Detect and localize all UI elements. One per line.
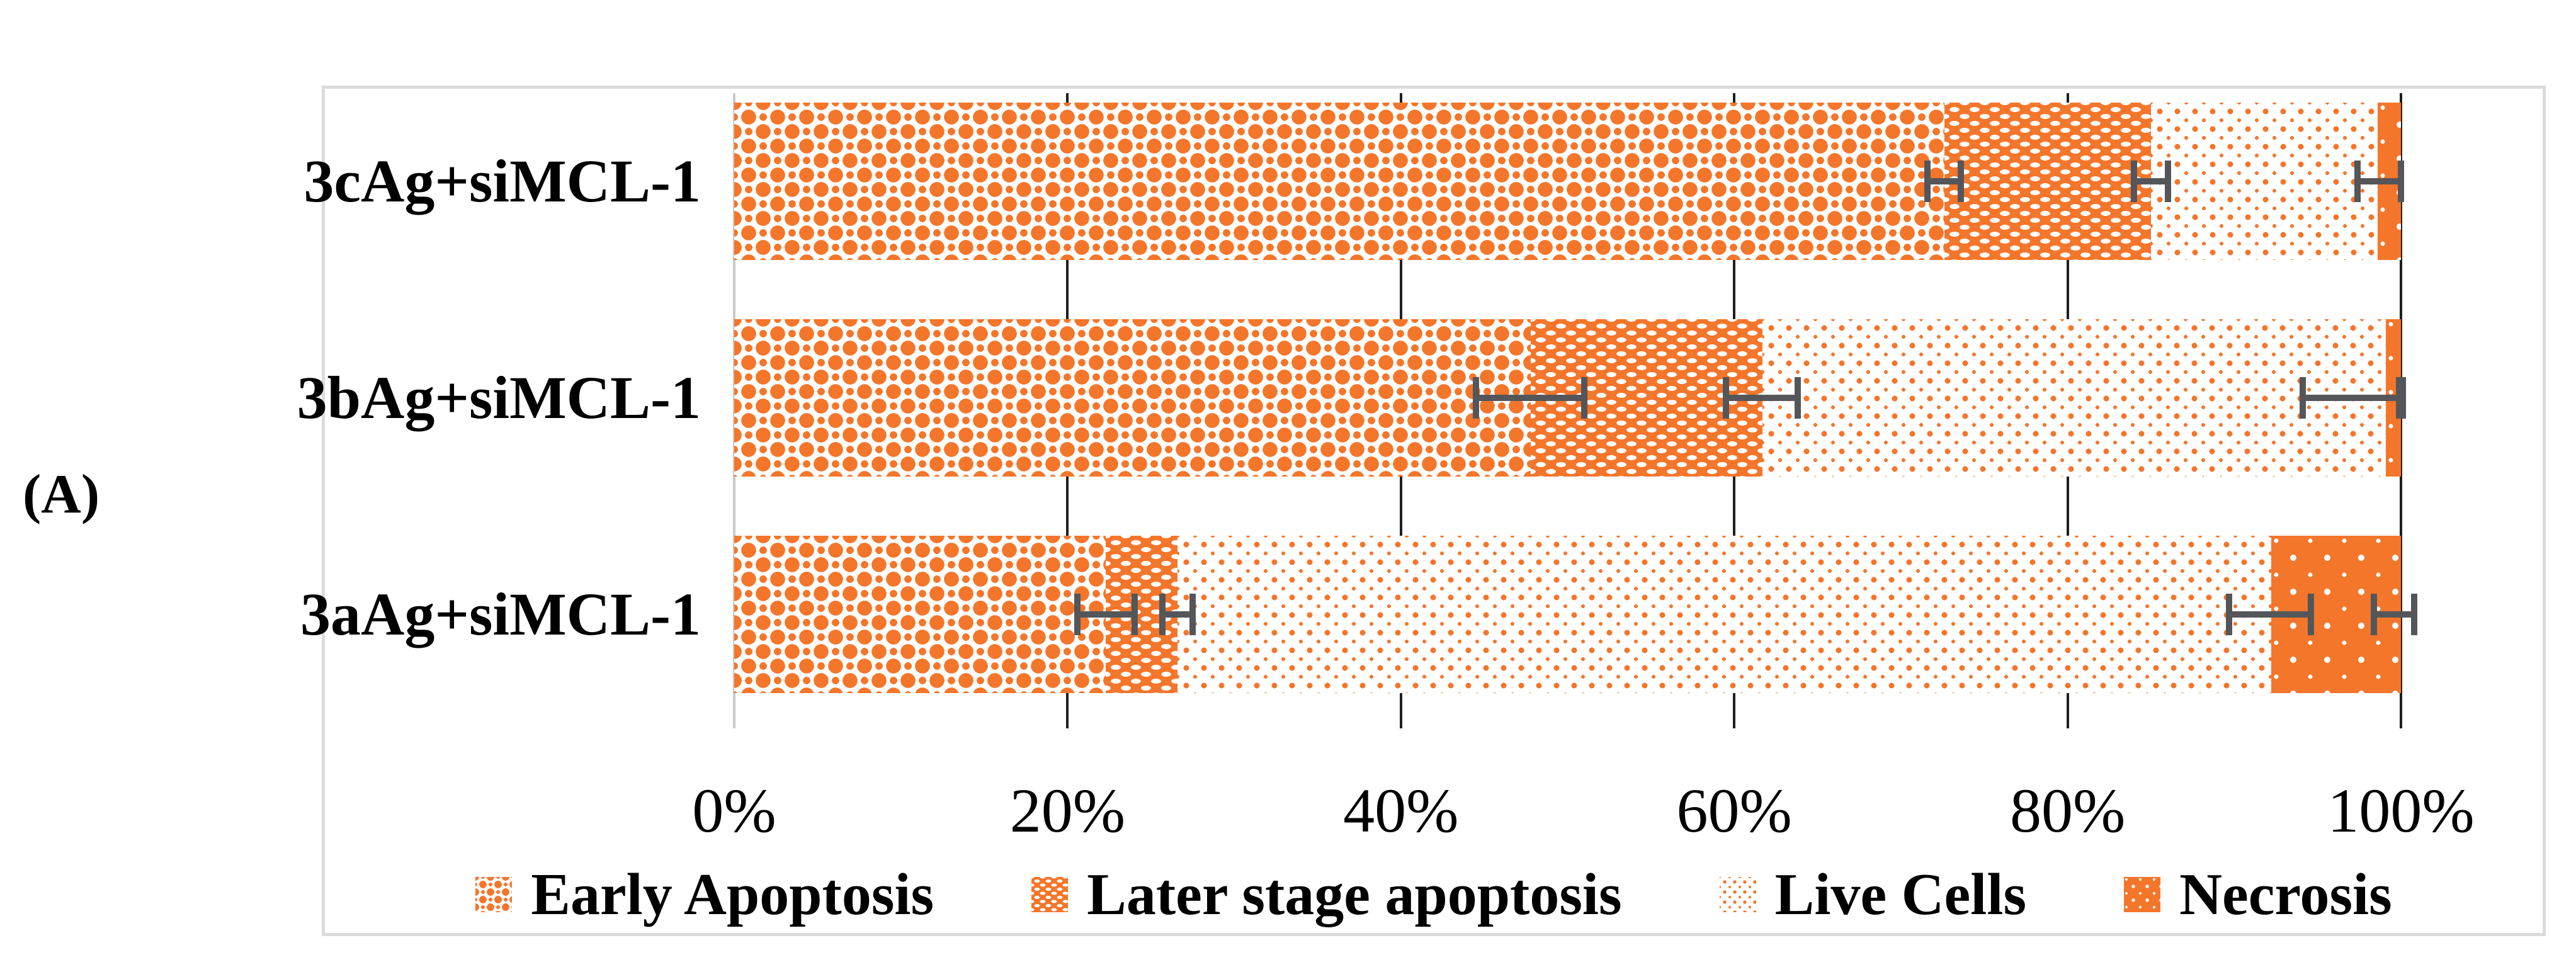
error-bar-cap bbox=[2411, 594, 2418, 635]
bar-segment-later bbox=[1944, 103, 2151, 260]
bar-segment-live bbox=[1177, 536, 2271, 693]
error-bar-cap bbox=[1958, 161, 1965, 202]
error-bar-cap bbox=[2398, 161, 2405, 202]
error-bar-cap bbox=[2226, 594, 2233, 635]
legend: Early Apoptosis Later stage apoptosis Live… bbox=[325, 863, 2543, 926]
legend-label-necrosis: Necrosis bbox=[2179, 862, 2392, 927]
error-bar bbox=[1472, 377, 1588, 419]
error-bar-line bbox=[1472, 395, 1588, 401]
error-bar-line bbox=[1722, 395, 1801, 401]
error-bar-cap bbox=[1581, 377, 1588, 419]
error-bar-cap bbox=[1795, 377, 1801, 419]
error-bar bbox=[2226, 594, 2315, 635]
category-label: 3bAg+siMCL-1 bbox=[297, 364, 701, 431]
legend-item-necrosis: Necrosis bbox=[2124, 865, 2392, 924]
error-bar-cap bbox=[1924, 161, 1931, 202]
x-tick-label: 40% bbox=[1343, 776, 1459, 845]
category-label: 3aAg+siMCL-1 bbox=[300, 580, 701, 648]
legend-label-later: Later stage apoptosis bbox=[1087, 862, 1622, 927]
error-bar bbox=[2396, 377, 2406, 419]
legend-swatch-early-icon bbox=[475, 877, 513, 912]
error-bar-line bbox=[1074, 611, 1138, 618]
error-bar-cap bbox=[2308, 594, 2315, 635]
legend-item-early: Early Apoptosis bbox=[475, 865, 934, 924]
bar-segment-early bbox=[734, 536, 1106, 693]
error-bar-cap bbox=[1472, 377, 1479, 419]
legend-swatch-live-icon bbox=[1719, 877, 1756, 912]
bar-segment-later bbox=[1531, 319, 1763, 477]
error-bar-cap bbox=[2396, 377, 2403, 419]
error-bar bbox=[1924, 161, 1965, 202]
bar-segment-live bbox=[1762, 319, 2386, 477]
error-bar-cap bbox=[1131, 594, 1138, 635]
x-tick-label: 60% bbox=[1676, 776, 1792, 845]
error-bar bbox=[2354, 161, 2405, 202]
error-bar-cap bbox=[1189, 594, 1196, 635]
legend-label-early: Early Apoptosis bbox=[531, 862, 934, 927]
error-bar bbox=[1074, 594, 1138, 635]
error-bar-cap bbox=[2164, 161, 2171, 202]
category-label: 3cAg+siMCL-1 bbox=[304, 147, 701, 215]
error-bar bbox=[2371, 594, 2418, 635]
bar-segment-early bbox=[734, 103, 1944, 260]
error-bar-cap bbox=[1074, 594, 1081, 635]
legend-item-later: Later stage apoptosis bbox=[1031, 865, 1622, 924]
legend-label-live: Live Cells bbox=[1774, 862, 2027, 927]
x-tick-label: 80% bbox=[2009, 776, 2126, 845]
error-bar-line bbox=[1924, 178, 1965, 184]
error-bar bbox=[2131, 161, 2171, 202]
error-bar-cap bbox=[2299, 377, 2306, 419]
bar-segment-live bbox=[2150, 103, 2378, 260]
x-tick-label: 0% bbox=[692, 776, 776, 845]
error-bar bbox=[1159, 594, 1196, 635]
error-bar-line bbox=[2299, 395, 2406, 401]
legend-swatch-necrosis-icon bbox=[2124, 877, 2161, 912]
panel-label: (A) bbox=[23, 464, 100, 525]
error-bar-line bbox=[2226, 611, 2315, 618]
error-bar-cap bbox=[1722, 377, 1729, 419]
x-tick-label: 100% bbox=[2327, 776, 2475, 845]
error-bar-cap bbox=[1159, 594, 1166, 635]
error-bar-cap bbox=[2371, 594, 2378, 635]
error-bar bbox=[1722, 377, 1801, 419]
error-bar-cap bbox=[2354, 161, 2361, 202]
error-bar-line bbox=[2371, 611, 2418, 618]
bar-row-3aAg+siMCL-1 bbox=[734, 536, 2401, 693]
chart-area: 3cAg+siMCL-1 3bAg+siMCL-1 3aAg+siMCL-1 0% 20… bbox=[297, 86, 2546, 936]
error-bar-line bbox=[2131, 178, 2171, 184]
bar-segment-early bbox=[734, 319, 1531, 477]
error-bar-cap bbox=[2131, 161, 2138, 202]
legend-swatch-later-icon bbox=[1031, 877, 1069, 912]
error-bar-cap bbox=[2399, 377, 2406, 419]
error-bar bbox=[2299, 377, 2406, 419]
bar-row-3bAg+siMCL-1 bbox=[734, 319, 2401, 477]
error-bar-line bbox=[2354, 178, 2405, 184]
error-bar-line bbox=[1159, 611, 1196, 618]
bar-row-3cAg+siMCL-1 bbox=[734, 103, 2401, 260]
x-tick-label: 20% bbox=[1009, 776, 1126, 845]
legend-item-live: Live Cells bbox=[1719, 862, 2027, 927]
